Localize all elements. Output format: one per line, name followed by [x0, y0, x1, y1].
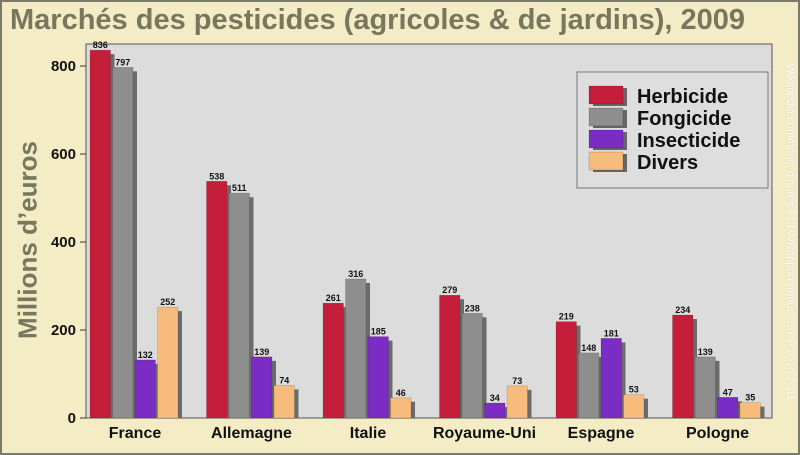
- data-label: 316: [348, 269, 363, 279]
- legend-swatch-fongicide: [588, 107, 624, 127]
- bar-insecticide: [134, 359, 156, 419]
- data-label: 238: [465, 303, 480, 313]
- bar-divers: [273, 385, 295, 419]
- y-tick-label: 200: [51, 322, 76, 339]
- legend-label: Fongicide: [637, 108, 731, 130]
- data-label: 234: [675, 305, 690, 315]
- data-label: 139: [254, 347, 269, 357]
- legend-swatch-divers: [588, 151, 624, 171]
- chart-title: Marchés des pesticides (agricoles & de j…: [10, 4, 745, 36]
- bar-herbicide: [206, 181, 228, 419]
- bar-fongicide: [461, 313, 483, 419]
- bar-herbicide: [89, 49, 111, 419]
- bar-herbicide: [672, 314, 694, 419]
- data-label: 35: [745, 393, 755, 403]
- y-tick-label: 0: [68, 410, 76, 427]
- data-label: 797: [115, 57, 130, 67]
- y-tick-label: 800: [51, 58, 76, 75]
- category-label: Allemagne: [211, 425, 292, 442]
- y-tick-label: 600: [51, 146, 76, 163]
- bar-insecticide: [717, 397, 739, 419]
- data-label: 252: [160, 297, 175, 307]
- legend-swatch-insecticide: [588, 129, 624, 149]
- legend-swatch-herbicide: [588, 85, 624, 105]
- legend-label: Herbicide: [637, 86, 728, 108]
- bar-herbicide: [439, 294, 461, 419]
- legend-label: Insecticide: [637, 130, 740, 152]
- data-label: 47: [723, 387, 733, 397]
- legend-label: Divers: [637, 152, 698, 174]
- bar-divers: [157, 306, 179, 419]
- data-label: 279: [442, 285, 457, 295]
- bar-fongicide: [578, 352, 600, 419]
- category-label: Italie: [350, 425, 387, 442]
- bar-insecticide: [484, 402, 506, 419]
- bar-fongicide: [228, 192, 250, 419]
- bar-divers: [506, 385, 528, 419]
- data-label: 34: [490, 393, 500, 403]
- bar-herbicide: [322, 302, 344, 419]
- bar-insecticide: [251, 356, 273, 419]
- data-label: 148: [581, 343, 596, 353]
- category-label: Pologne: [686, 425, 749, 442]
- bar-divers: [739, 402, 761, 419]
- category-label: Espagne: [568, 425, 635, 442]
- data-label: 511: [232, 183, 247, 193]
- data-label: 836: [93, 40, 108, 50]
- bars-group: 836 797 132 252 538 511 139 74 261 316 185 46 279 238…: [89, 40, 765, 419]
- data-label: 185: [371, 327, 386, 337]
- data-label: 46: [396, 388, 406, 398]
- data-label: 538: [209, 171, 224, 181]
- y-axis: 0 200 400 600 800: [51, 58, 86, 427]
- bar-fongicide: [345, 278, 367, 419]
- data-label: 181: [604, 328, 619, 338]
- bar-fongicide: [112, 67, 134, 419]
- bar-insecticide: [600, 338, 622, 419]
- bar-fongicide: [694, 356, 716, 419]
- y-tick-label: 400: [51, 234, 76, 251]
- bar-herbicide: [555, 321, 577, 419]
- data-label: 73: [512, 376, 522, 386]
- x-axis: France Allemagne Italie Royaume-Uni Espagne P…: [109, 425, 749, 442]
- data-label: 219: [559, 312, 574, 322]
- bar-insecticide: [367, 336, 389, 419]
- bar-divers: [623, 394, 645, 419]
- data-label: 74: [279, 375, 289, 385]
- data-label: 132: [138, 350, 153, 360]
- category-label: Royaume-Uni: [433, 425, 536, 442]
- category-label: France: [109, 425, 162, 442]
- data-label: 53: [629, 385, 639, 395]
- data-label: 261: [326, 293, 341, 303]
- data-label: 139: [698, 347, 713, 357]
- bar-divers: [390, 397, 412, 419]
